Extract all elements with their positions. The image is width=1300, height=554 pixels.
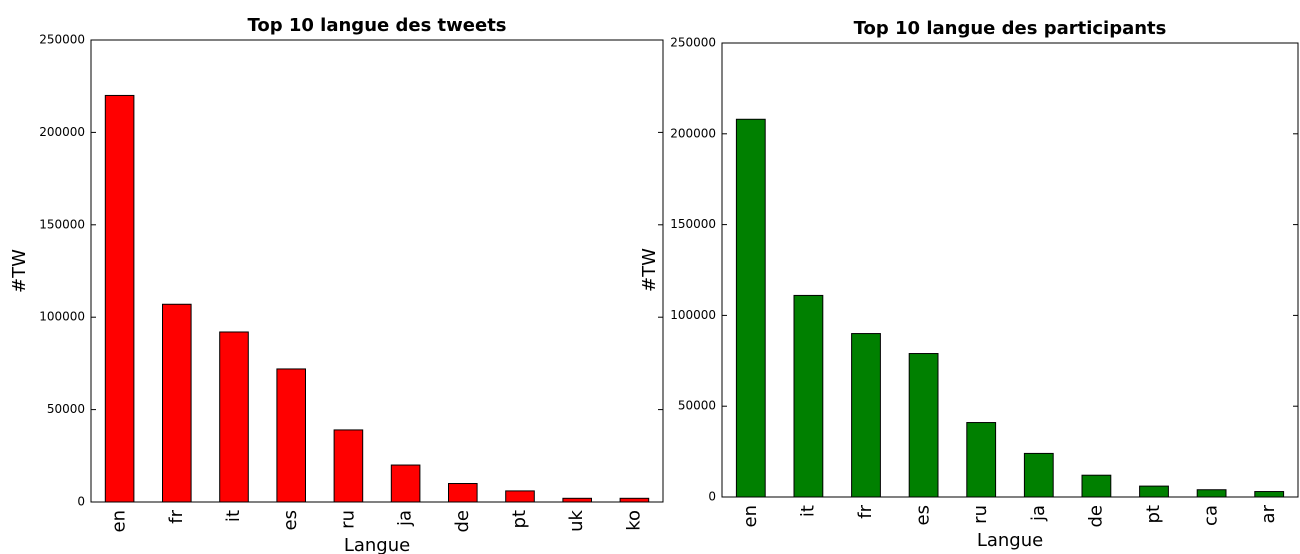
chart-title: Top 10 langue des tweets (247, 15, 506, 36)
bar (333, 429, 364, 503)
bar (1081, 474, 1112, 498)
bar (1139, 485, 1169, 498)
bar (1254, 491, 1285, 498)
x-tick-label: ca (1201, 505, 1222, 526)
bar (562, 497, 593, 503)
x-tick-label: ja (1028, 505, 1049, 522)
bar (735, 118, 766, 498)
y-tick-label: 0 (77, 495, 85, 509)
bar (908, 353, 939, 498)
x-tick-label: en (740, 505, 761, 527)
x-tick-label: de (1085, 505, 1106, 528)
plot-frame (90, 39, 664, 503)
y-tick-label: 250000 (670, 36, 716, 50)
bar (619, 497, 650, 503)
y-tick-label: 50000 (678, 399, 716, 413)
x-tick-label: ru (970, 505, 991, 524)
x-tick-label: en (109, 510, 130, 532)
bar (851, 333, 881, 498)
x-axis-label: Langue (977, 530, 1043, 551)
bar (1196, 489, 1227, 498)
y-tick-label: 250000 (39, 33, 85, 47)
y-axis-label: #TW (639, 248, 660, 292)
x-tick-label: uk (566, 509, 587, 531)
y-tick-label: 0 (708, 490, 716, 504)
bar (793, 294, 824, 498)
x-tick-label: ar (1258, 504, 1279, 523)
x-tick-label: es (913, 505, 934, 525)
x-axis-label: Langue (344, 535, 410, 554)
x-tick-label: fr (166, 509, 187, 523)
y-tick-label: 100000 (670, 308, 716, 322)
x-tick-label: pt (509, 510, 530, 528)
y-tick-label: 200000 (39, 125, 85, 139)
x-tick-label: de (452, 510, 473, 533)
x-tick-label: ru (337, 510, 358, 529)
bar (276, 368, 306, 503)
y-tick-label: 150000 (39, 217, 85, 231)
y-tick-label: 50000 (47, 402, 85, 416)
x-tick-label: it (223, 510, 244, 522)
bar (219, 331, 249, 503)
y-tick-label: 150000 (670, 217, 716, 231)
x-tick-label: ko (623, 510, 644, 531)
x-tick-label: es (280, 510, 301, 530)
bar (104, 94, 135, 503)
bar (448, 483, 478, 503)
x-tick-label: fr (855, 504, 876, 518)
bar (505, 490, 535, 503)
x-tick-label: pt (1143, 505, 1164, 523)
bar (966, 422, 997, 498)
x-tick-label: ja (395, 510, 416, 527)
y-tick-label: 100000 (39, 310, 85, 324)
bar (390, 464, 421, 503)
y-axis-label: #TW (9, 249, 30, 293)
x-tick-label: it (797, 505, 818, 517)
y-tick-label: 200000 (670, 126, 716, 140)
chart-title: Top 10 langue des participants (854, 18, 1167, 39)
plot-frame (721, 42, 1299, 498)
bar (1023, 452, 1054, 498)
bar (162, 303, 192, 503)
